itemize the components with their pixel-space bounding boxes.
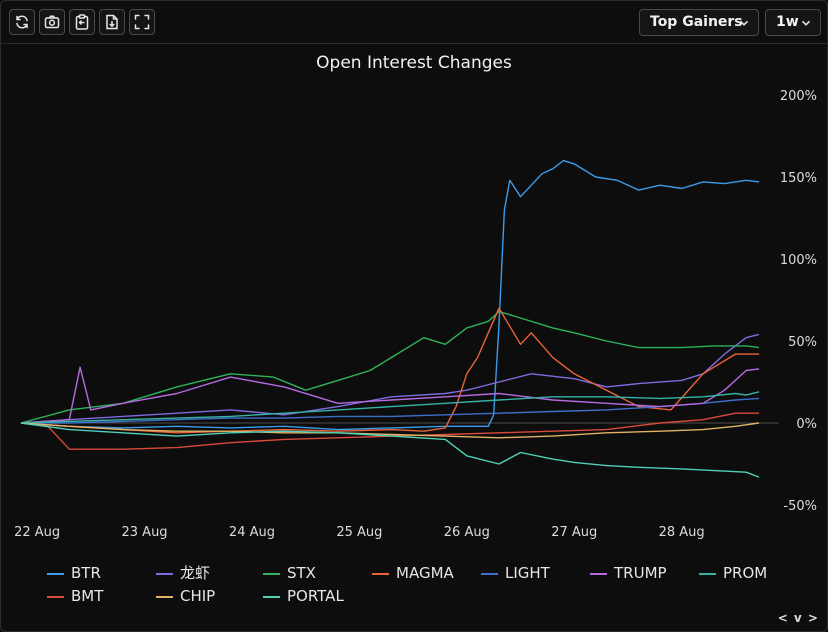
chevron-down-icon xyxy=(739,20,749,26)
x-tick-label: 28 Aug xyxy=(659,525,705,540)
chart-legend: BTR 龙虾 STX MAGMA LIGHT TRUMP PROM BMT CHIP PORTAL xyxy=(1,561,827,611)
toolbar: Top Gainers 1w xyxy=(1,1,827,44)
mode-select-value: Top Gainers xyxy=(650,14,743,30)
fullscreen-button[interactable] xyxy=(129,9,155,35)
legend-label: STX xyxy=(287,564,316,582)
legend-swatch xyxy=(481,573,498,575)
legend-swatch xyxy=(156,573,173,575)
clipboard-icon xyxy=(75,14,89,30)
x-tick-label: 26 Aug xyxy=(444,525,490,540)
download-button[interactable] xyxy=(99,9,125,35)
legend-swatch xyxy=(263,596,280,598)
legend-label: PROM xyxy=(723,564,768,582)
legend-label: LIGHT xyxy=(505,564,550,582)
legend-swatch xyxy=(699,573,716,575)
refresh-button[interactable] xyxy=(9,9,35,35)
copy-button[interactable] xyxy=(69,9,95,35)
series-line-MAGMA xyxy=(20,307,759,434)
legend-swatch xyxy=(47,573,64,575)
x-tick-label: 27 Aug xyxy=(551,525,597,540)
legend-swatch xyxy=(156,596,173,598)
legend-label: PORTAL xyxy=(287,587,344,605)
y-tick-label: 200% xyxy=(780,89,817,104)
series-line-TRUMP xyxy=(20,366,760,424)
chevron-down-icon xyxy=(801,20,811,26)
x-tick-label: 23 Aug xyxy=(122,525,168,540)
legend-swatch xyxy=(47,596,64,598)
y-tick-label: 100% xyxy=(780,253,817,268)
legend-label: BTR xyxy=(71,564,101,582)
download-file-icon xyxy=(106,14,118,30)
legend-swatch xyxy=(372,573,389,575)
legend-label: MAGMA xyxy=(396,564,454,582)
legend-label: TRUMP xyxy=(614,564,667,582)
legend-label: 龙虾 xyxy=(180,564,211,582)
y-tick-label: 50% xyxy=(788,335,817,350)
line-chart: Open Interest Changes 200% 150% 100% 50% 0% -5… xyxy=(14,53,817,540)
legend-swatch xyxy=(263,573,280,575)
y-tick-label: 0% xyxy=(796,417,817,432)
series-line-BTR xyxy=(20,159,760,431)
fullscreen-icon xyxy=(134,14,150,30)
x-tick-label: 25 Aug xyxy=(336,525,382,540)
refresh-icon xyxy=(16,15,28,29)
x-tick-label: 22 Aug xyxy=(14,525,60,540)
legend-label: CHIP xyxy=(180,587,216,605)
y-tick-label: -50% xyxy=(783,499,817,514)
series-line-CHIP xyxy=(20,422,760,439)
camera-icon xyxy=(44,15,60,29)
x-tick-label: 24 Aug xyxy=(229,525,275,540)
range-select-value: 1w xyxy=(776,14,799,30)
pager-controls[interactable]: < v > xyxy=(777,611,819,625)
mode-select[interactable]: Top Gainers xyxy=(639,9,759,36)
chart-title: Open Interest Changes xyxy=(316,53,512,73)
series-line-STX xyxy=(20,310,760,424)
legend-label: BMT xyxy=(71,587,104,605)
range-select[interactable]: 1w xyxy=(765,9,821,36)
series-line-龙虾 xyxy=(20,333,760,424)
screenshot-button[interactable] xyxy=(39,9,65,35)
y-tick-label: 150% xyxy=(780,171,817,186)
legend-swatch xyxy=(590,573,607,575)
series-line-PORTAL xyxy=(20,422,760,478)
series-line-PROM xyxy=(20,391,760,424)
